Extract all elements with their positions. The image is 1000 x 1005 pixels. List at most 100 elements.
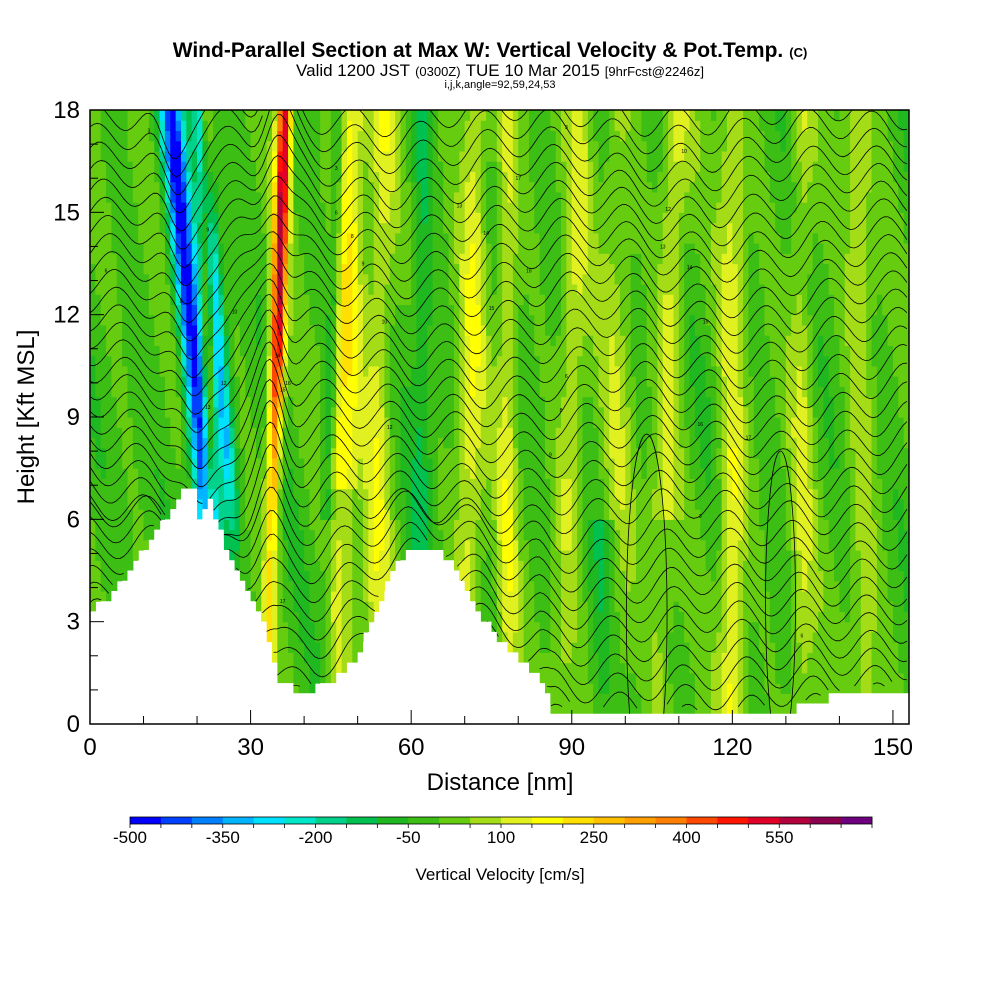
velocity-cell <box>539 120 546 132</box>
velocity-cell <box>502 570 509 582</box>
velocity-cell <box>261 140 268 152</box>
velocity-cell <box>277 273 284 285</box>
velocity-cell <box>218 314 225 326</box>
velocity-cell <box>282 202 289 213</box>
velocity-cell <box>464 253 471 265</box>
velocity-cell <box>186 355 193 367</box>
velocity-cell <box>186 283 193 295</box>
velocity-cell <box>229 110 236 121</box>
velocity-cell <box>459 488 466 500</box>
velocity-cell <box>357 427 364 439</box>
velocity-cell <box>614 171 621 183</box>
velocity-cell <box>550 437 557 449</box>
velocity-cell <box>191 386 198 398</box>
velocity-cell <box>341 181 348 193</box>
velocity-cell <box>111 570 118 582</box>
velocity-cell <box>555 191 562 203</box>
velocity-cell <box>384 437 391 449</box>
velocity-cell <box>368 273 375 285</box>
velocity-cell <box>373 601 380 613</box>
velocity-cell <box>459 324 466 336</box>
velocity-cell <box>127 488 134 500</box>
velocity-cell <box>625 631 632 643</box>
velocity-cell <box>464 181 471 193</box>
velocity-cell <box>346 222 353 234</box>
velocity-cell <box>250 447 257 459</box>
velocity-cell <box>512 406 519 418</box>
velocity-cell <box>346 355 353 367</box>
velocity-cell <box>357 376 364 387</box>
velocity-cell <box>325 529 332 541</box>
velocity-cell <box>148 202 155 213</box>
velocity-cell <box>116 355 123 367</box>
velocity-cell <box>272 232 278 244</box>
velocity-cell <box>90 243 96 254</box>
velocity-cell <box>111 273 118 285</box>
velocity-cell <box>582 683 589 694</box>
velocity-cell <box>154 283 161 295</box>
velocity-cell <box>561 652 568 664</box>
velocity-cell <box>545 550 551 561</box>
velocity-cell <box>250 509 257 520</box>
velocity-cell <box>427 376 434 387</box>
velocity-cell <box>164 457 171 469</box>
velocity-cell <box>352 642 359 653</box>
velocity-cell <box>288 519 295 531</box>
velocity-cell <box>619 191 626 203</box>
velocity-cell <box>357 314 364 326</box>
velocity-cell <box>550 365 557 377</box>
velocity-cell <box>261 120 268 132</box>
velocity-cell <box>352 560 359 572</box>
velocity-cell <box>411 181 418 193</box>
velocity-cell <box>496 406 503 418</box>
velocity-cell <box>223 365 230 377</box>
velocity-cell <box>138 519 145 531</box>
velocity-cell <box>577 222 584 234</box>
velocity-cell <box>245 417 252 428</box>
velocity-cell <box>170 386 177 398</box>
velocity-cell <box>138 110 145 121</box>
velocity-cell <box>218 171 225 183</box>
velocity-cell <box>261 345 268 357</box>
velocity-cell <box>186 263 193 275</box>
velocity-cell <box>571 478 578 490</box>
velocity-cell <box>625 611 632 623</box>
velocity-cell <box>122 376 129 387</box>
velocity-cell <box>571 631 578 643</box>
velocity-cell <box>614 396 621 408</box>
velocity-cell <box>122 191 129 203</box>
velocity-cell <box>363 488 369 500</box>
velocity-cell <box>277 468 284 479</box>
velocity-cell <box>443 150 450 162</box>
velocity-cell <box>416 355 423 367</box>
velocity-cell <box>454 529 460 541</box>
velocity-cell <box>491 181 498 193</box>
velocity-cell <box>443 457 450 469</box>
velocity-cell <box>432 222 439 234</box>
velocity-cell <box>164 376 171 387</box>
velocity-cell <box>561 550 568 561</box>
velocity-cell <box>164 110 171 121</box>
velocity-cell <box>587 396 594 408</box>
velocity-cell <box>116 550 123 561</box>
velocity-cell <box>363 273 369 285</box>
velocity-cell <box>213 335 220 346</box>
velocity-cell <box>437 130 444 142</box>
velocity-cell <box>186 396 193 408</box>
velocity-cell <box>432 161 439 172</box>
velocity-cell <box>609 263 616 275</box>
velocity-cell <box>111 161 118 172</box>
velocity-cell <box>325 621 332 633</box>
velocity-cell <box>293 110 300 121</box>
velocity-cell <box>127 335 134 346</box>
velocity-cell <box>266 120 273 132</box>
velocity-cell <box>587 642 594 653</box>
velocity-cell <box>266 161 273 172</box>
velocity-cell <box>202 232 209 244</box>
velocity-cell <box>282 580 289 592</box>
velocity-cell <box>234 222 241 234</box>
velocity-cell <box>598 427 605 439</box>
velocity-cell <box>448 386 455 398</box>
velocity-cell <box>598 642 605 653</box>
velocity-cell <box>582 294 589 306</box>
